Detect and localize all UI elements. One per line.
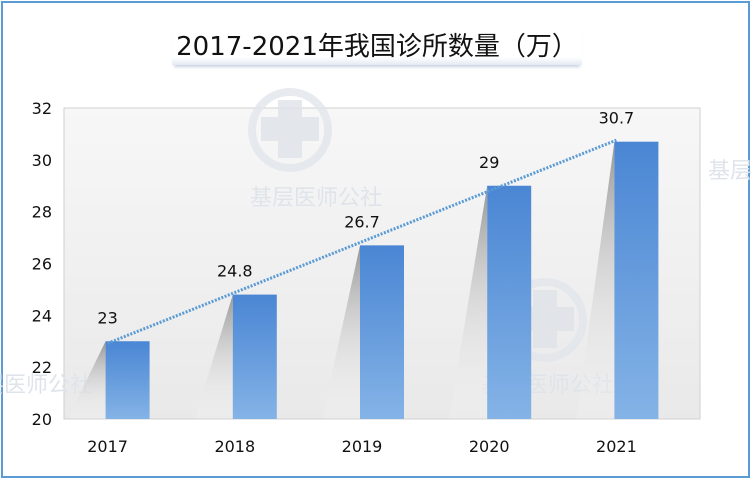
y-tick-label: 30 bbox=[32, 151, 52, 170]
y-tick-label: 28 bbox=[32, 203, 52, 222]
data-label: 24.8 bbox=[217, 262, 253, 281]
y-tick-label: 22 bbox=[32, 358, 52, 377]
x-tick-label: 2020 bbox=[469, 437, 510, 456]
bar-2021 bbox=[614, 141, 659, 420]
watermark-text: 基层医师公社 bbox=[0, 373, 92, 398]
watermark-text: 基层医师公社 bbox=[708, 159, 754, 184]
chart-title-text: 2017-2021年我国诊所数量（万） bbox=[172, 26, 582, 65]
data-label: 29 bbox=[479, 153, 499, 172]
bar-shadow bbox=[67, 341, 106, 419]
data-labels: 23 24.8 26.7 29 30.7 bbox=[97, 109, 634, 328]
bar-shadow bbox=[576, 141, 615, 420]
y-tick-label: 24 bbox=[32, 306, 52, 325]
watermark-logo bbox=[248, 88, 332, 172]
watermark-text: 基层医师公社 bbox=[250, 186, 382, 211]
y-axis: 20 22 24 26 28 30 32 bbox=[32, 99, 52, 429]
bar-2019 bbox=[360, 245, 404, 419]
data-label: 23 bbox=[97, 308, 117, 327]
data-label: 26.7 bbox=[344, 212, 380, 231]
bar-shadow bbox=[194, 294, 233, 419]
bar-shadow bbox=[449, 185, 488, 419]
bar-shadow bbox=[322, 245, 360, 419]
bar-shadows bbox=[67, 141, 615, 420]
bar-2018 bbox=[232, 294, 277, 419]
trendline-line bbox=[107, 138, 617, 345]
x-tick-label: 2021 bbox=[596, 437, 637, 456]
data-label: 30.7 bbox=[599, 109, 635, 128]
chart-title: 2017-2021年我国诊所数量（万） bbox=[0, 26, 754, 65]
x-tick-label: 2019 bbox=[342, 437, 383, 456]
y-tick-label: 32 bbox=[32, 99, 52, 118]
trendline bbox=[107, 138, 617, 345]
y-tick-label: 20 bbox=[32, 410, 52, 429]
watermark-layer: 基层医师公社 基层医师公社 基层医师公社 基层医师公社 bbox=[0, 88, 754, 398]
y-tick-label: 26 bbox=[32, 255, 52, 274]
x-tick-label: 2018 bbox=[214, 437, 255, 456]
bars bbox=[105, 141, 659, 420]
bar-2020 bbox=[487, 185, 532, 419]
bar-2017 bbox=[105, 341, 150, 419]
x-axis: 2017 2018 2019 2020 2021 bbox=[87, 437, 637, 456]
x-tick-label: 2017 bbox=[87, 437, 128, 456]
